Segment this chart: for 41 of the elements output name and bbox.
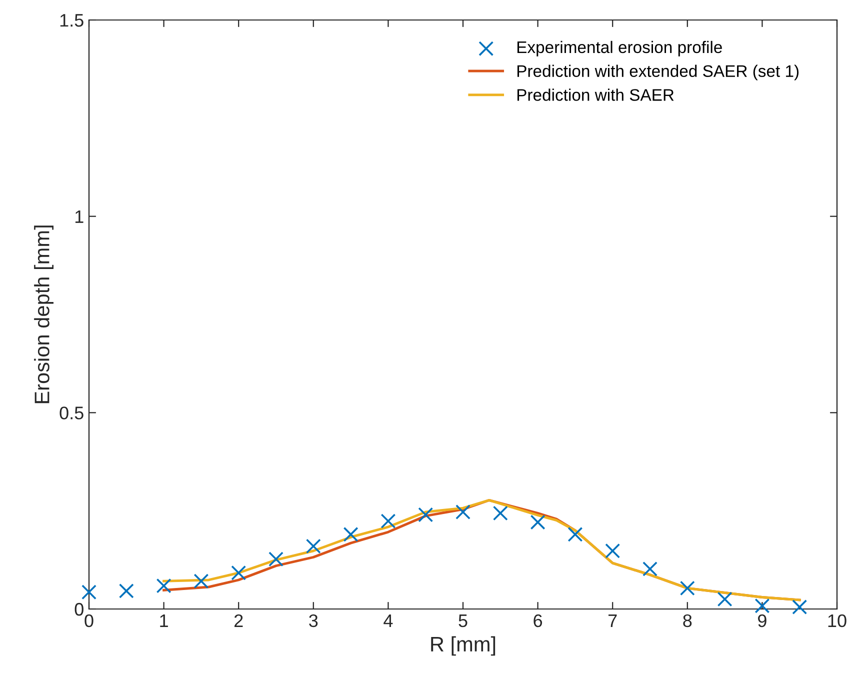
point xyxy=(642,561,658,576)
point xyxy=(717,592,732,607)
y-axis-title: Erosion depth [mm] xyxy=(34,226,54,404)
x-tick-label: 5 xyxy=(458,614,468,628)
line-series xyxy=(162,498,801,602)
point xyxy=(792,600,808,615)
x-axis-title: R [mm] xyxy=(431,636,496,656)
point xyxy=(194,574,209,589)
y-tick-label: 0.5 xyxy=(60,406,84,420)
legend-label: Experimental erosion profile xyxy=(517,40,722,56)
point xyxy=(530,514,546,530)
x-tick-label: 10 xyxy=(828,614,846,628)
point xyxy=(680,580,695,596)
point xyxy=(343,526,358,542)
x-tick-label: 3 xyxy=(309,614,318,628)
x-tick-label: 6 xyxy=(534,614,542,628)
y-tick-label: 0 xyxy=(74,602,84,616)
point xyxy=(492,506,508,521)
y-tick-label: 1 xyxy=(75,210,84,223)
point xyxy=(156,578,172,594)
point xyxy=(268,552,284,567)
point xyxy=(568,526,583,542)
legend-label: Prediction with extended SAER (set 1) xyxy=(517,64,799,80)
point xyxy=(231,565,246,580)
x-tick-label: 0 xyxy=(84,614,94,628)
point xyxy=(754,598,770,614)
point xyxy=(82,584,96,600)
point xyxy=(456,504,470,520)
x-tick-label: 1 xyxy=(160,614,168,627)
point xyxy=(380,514,396,529)
point xyxy=(605,543,620,558)
x-tick-label: 7 xyxy=(608,614,617,627)
x-tick-label: 9 xyxy=(758,614,766,628)
point xyxy=(118,583,134,598)
x-tick-label: 8 xyxy=(683,614,692,628)
x-tick-label: 4 xyxy=(384,614,393,627)
x-tick-label: 2 xyxy=(234,614,243,627)
legend-label: Prediction with SAER xyxy=(517,88,674,101)
y-tick-label: 1.5 xyxy=(60,14,84,27)
point xyxy=(306,538,321,554)
point xyxy=(418,507,434,522)
